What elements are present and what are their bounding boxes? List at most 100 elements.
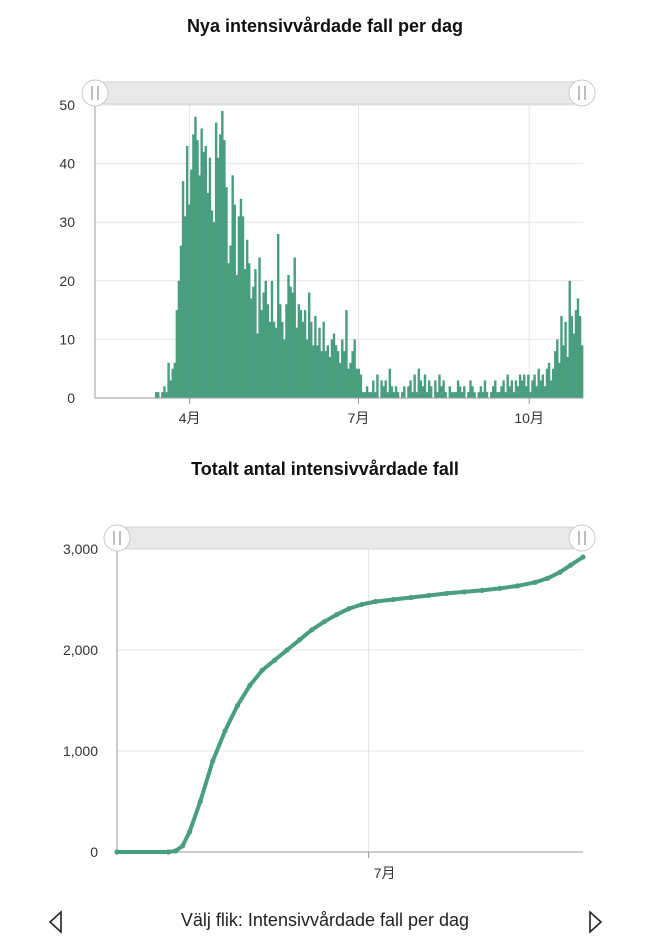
- daily-bar[interactable]: [233, 204, 236, 398]
- daily-bar[interactable]: [245, 239, 249, 398]
- daily-bar[interactable]: [223, 140, 226, 398]
- daily-bar[interactable]: [163, 386, 166, 398]
- daily-bar[interactable]: [390, 386, 394, 398]
- daily-bar[interactable]: [264, 280, 267, 398]
- daily-bar[interactable]: [299, 310, 303, 398]
- daily-bar[interactable]: [448, 386, 452, 398]
- daily-bar[interactable]: [576, 298, 580, 398]
- daily-bar[interactable]: [529, 392, 532, 398]
- daily-bar[interactable]: [361, 392, 365, 398]
- daily-bar[interactable]: [235, 274, 239, 398]
- daily-bar[interactable]: [324, 351, 327, 398]
- range-handle-left[interactable]: [103, 524, 131, 552]
- daily-bar[interactable]: [562, 345, 565, 398]
- daily-bar[interactable]: [243, 269, 247, 398]
- daily-bar[interactable]: [489, 392, 493, 398]
- daily-bar[interactable]: [310, 321, 313, 398]
- daily-bar[interactable]: [492, 386, 495, 398]
- daily-bar[interactable]: [192, 134, 195, 399]
- daily-bar[interactable]: [376, 374, 379, 398]
- daily-bar[interactable]: [450, 392, 454, 398]
- daily-bar[interactable]: [173, 362, 176, 398]
- daily-bar[interactable]: [392, 392, 396, 398]
- daily-bar[interactable]: [353, 339, 356, 398]
- daily-bar[interactable]: [438, 374, 441, 398]
- daily-bar[interactable]: [374, 392, 377, 398]
- daily-bar[interactable]: [463, 386, 466, 398]
- daily-bar[interactable]: [502, 380, 505, 398]
- daily-bar[interactable]: [281, 321, 284, 398]
- daily-bar[interactable]: [326, 345, 330, 398]
- daily-bar[interactable]: [188, 204, 191, 398]
- daily-bar[interactable]: [434, 380, 437, 398]
- daily-bar[interactable]: [301, 321, 305, 398]
- cumulative-data-point[interactable]: [114, 849, 120, 855]
- cumulative-data-point[interactable]: [309, 627, 315, 633]
- daily-bar[interactable]: [425, 392, 429, 398]
- daily-bar[interactable]: [161, 392, 164, 398]
- daily-bar[interactable]: [167, 362, 170, 398]
- daily-bar[interactable]: [206, 192, 210, 398]
- daily-bar[interactable]: [256, 333, 259, 398]
- daily-bar[interactable]: [384, 380, 387, 398]
- daily-bar[interactable]: [334, 345, 338, 398]
- daily-bar[interactable]: [177, 280, 181, 398]
- daily-bar[interactable]: [429, 386, 433, 398]
- daily-bar[interactable]: [289, 286, 292, 398]
- daily-bar[interactable]: [365, 386, 369, 398]
- cumulative-data-point[interactable]: [479, 587, 485, 594]
- daily-bar[interactable]: [442, 380, 445, 398]
- daily-bar[interactable]: [295, 327, 298, 398]
- daily-bar[interactable]: [359, 374, 363, 398]
- daily-bar[interactable]: [560, 315, 563, 398]
- daily-bar[interactable]: [204, 146, 208, 398]
- daily-bar[interactable]: [580, 345, 584, 398]
- daily-bar[interactable]: [568, 280, 571, 398]
- daily-bar[interactable]: [237, 216, 241, 398]
- daily-bar[interactable]: [351, 351, 354, 398]
- daily-bar[interactable]: [270, 280, 274, 398]
- daily-bar[interactable]: [179, 245, 183, 398]
- daily-bar[interactable]: [394, 386, 398, 398]
- cumulative-data-point[interactable]: [557, 569, 563, 575]
- daily-bar[interactable]: [343, 351, 346, 398]
- daily-bar[interactable]: [380, 380, 383, 398]
- daily-bar[interactable]: [417, 368, 420, 398]
- daily-bar[interactable]: [396, 392, 400, 398]
- daily-bar[interactable]: [171, 368, 174, 398]
- daily-bar[interactable]: [427, 380, 431, 398]
- daily-bar[interactable]: [485, 392, 489, 398]
- daily-bar[interactable]: [436, 392, 439, 398]
- daily-bar[interactable]: [545, 368, 549, 398]
- daily-bar[interactable]: [407, 386, 410, 398]
- daily-bar[interactable]: [268, 321, 272, 398]
- daily-bar[interactable]: [473, 392, 476, 398]
- range-handle-right[interactable]: [568, 524, 596, 552]
- daily-bar[interactable]: [403, 386, 406, 398]
- daily-bar[interactable]: [266, 304, 270, 398]
- daily-bar[interactable]: [345, 310, 348, 398]
- daily-bar[interactable]: [154, 392, 158, 398]
- daily-bar[interactable]: [307, 292, 311, 398]
- daily-bar[interactable]: [341, 339, 344, 398]
- daily-bar[interactable]: [231, 175, 234, 398]
- daily-bar[interactable]: [421, 386, 425, 398]
- daily-bar[interactable]: [537, 368, 540, 398]
- daily-bar[interactable]: [185, 146, 189, 398]
- daily-bar[interactable]: [355, 368, 358, 398]
- daily-bar[interactable]: [328, 356, 332, 398]
- cumulative-data-point[interactable]: [461, 589, 467, 595]
- daily-bar[interactable]: [202, 151, 205, 398]
- daily-bar[interactable]: [370, 392, 373, 398]
- daily-bar[interactable]: [349, 362, 352, 398]
- daily-bar[interactable]: [413, 374, 416, 398]
- daily-bar[interactable]: [357, 368, 361, 398]
- cumulative-data-point[interactable]: [346, 605, 352, 612]
- daily-bar[interactable]: [276, 233, 280, 398]
- cumulative-data-point[interactable]: [373, 598, 379, 605]
- daily-bar[interactable]: [444, 392, 447, 398]
- previous-tab-button[interactable]: [46, 909, 66, 935]
- daily-bar[interactable]: [543, 386, 547, 398]
- daily-bar[interactable]: [214, 122, 218, 398]
- cumulative-data-point[interactable]: [390, 596, 397, 603]
